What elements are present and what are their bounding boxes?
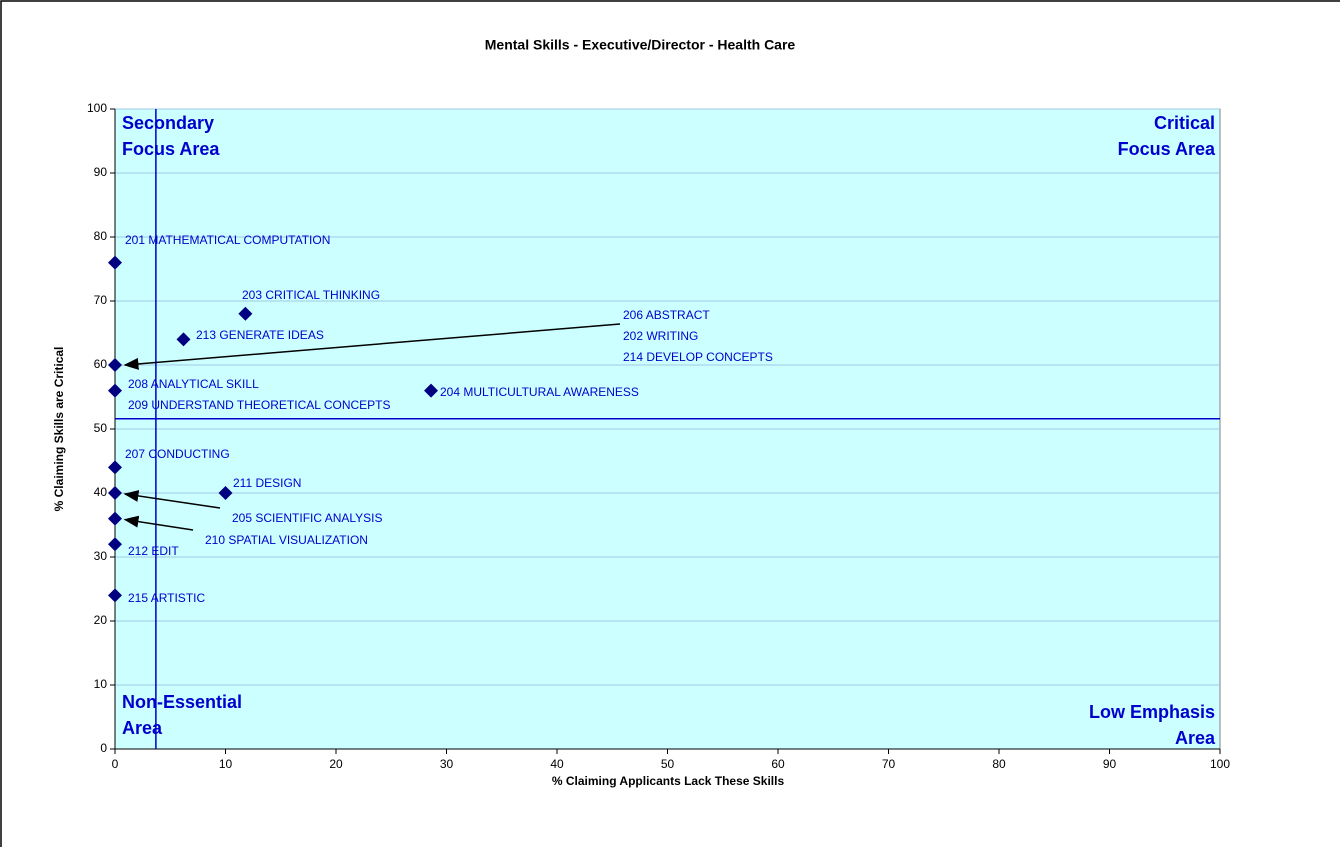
y-tick-label: 70 (94, 293, 108, 307)
x-tick-label: 70 (882, 757, 896, 771)
point (218, 486, 233, 500)
x-tick-label: 20 (329, 757, 343, 771)
arrow (123, 490, 221, 509)
y-tick-label: 20 (94, 613, 108, 627)
quadrant-label: Focus Area (1118, 139, 1216, 159)
point (238, 306, 253, 321)
point-label: 209 UNDERSTAND THEORETICAL CONCEPTS (128, 398, 391, 412)
y-tick-label: 40 (94, 485, 108, 499)
quadrant-label: Secondary (122, 113, 214, 133)
x-tick-label: 80 (992, 757, 1006, 771)
point (108, 537, 122, 552)
point-label: 210 SPATIAL VISUALIZATION (205, 533, 368, 547)
quadrant-label: Area (122, 718, 163, 738)
quadrant-label: Critical (1154, 113, 1215, 133)
point-label: 213 GENERATE IDEAS (196, 328, 324, 342)
y-tick-label: 60 (94, 357, 108, 371)
point-label: 211 DESIGN (233, 476, 301, 490)
quadrant-label: Low Emphasis (1089, 702, 1215, 722)
point-label: 201 MATHEMATICAL COMPUTATION (125, 233, 330, 247)
point (176, 332, 191, 347)
point-label: 204 MULTICULTURAL AWARENESS (440, 385, 639, 399)
y-tick-label: 0 (100, 741, 107, 755)
point (108, 511, 122, 526)
point-label: 202 WRITING (623, 329, 698, 343)
y-tick-label: 10 (94, 677, 108, 691)
x-tick-label: 90 (1103, 757, 1117, 771)
arrow (123, 515, 194, 531)
point (108, 255, 122, 270)
point-label: 207 CONDUCTING (125, 447, 230, 461)
y-tick-label: 50 (94, 421, 108, 435)
x-tick-label: 10 (219, 757, 233, 771)
y-tick-label: 100 (87, 101, 107, 115)
point-label: 208 ANALYTICAL SKILL (128, 377, 259, 391)
arrow (123, 323, 621, 370)
x-tick-label: 100 (1210, 757, 1230, 771)
point-label: 205 SCIENTIFIC ANALYSIS (232, 511, 383, 525)
point-label: 203 CRITICAL THINKING (242, 288, 380, 302)
point (108, 486, 122, 500)
chart-title: Mental Skills - Executive/Director - Hea… (485, 37, 796, 53)
point-label: 212 EDIT (128, 544, 179, 558)
y-tick-label: 80 (94, 229, 108, 243)
x-tick-label: 0 (112, 757, 119, 771)
point (108, 358, 122, 372)
y-axis-label: % Claiming Skills are Critical (52, 347, 66, 512)
x-axis-label: % Claiming Applicants Lack These Skills (552, 774, 785, 788)
quadrant-label: Focus Area (122, 139, 220, 159)
y-tick-label: 30 (94, 549, 108, 563)
point-label: 214 DEVELOP CONCEPTS (623, 350, 773, 364)
x-tick-label: 40 (550, 757, 564, 771)
y-tick-label: 90 (94, 165, 108, 179)
point-label: 215 ARTISTIC (128, 591, 205, 605)
x-tick-label: 60 (771, 757, 785, 771)
point (108, 588, 122, 603)
point (108, 460, 122, 475)
point-label: 206 ABSTRACT (623, 308, 710, 322)
quadrant-label: Non-Essential (122, 692, 242, 712)
quadrant-label: Area (1175, 728, 1216, 748)
x-tick-label: 50 (661, 757, 675, 771)
x-tick-label: 30 (440, 757, 454, 771)
point (424, 383, 439, 398)
point (108, 383, 122, 398)
